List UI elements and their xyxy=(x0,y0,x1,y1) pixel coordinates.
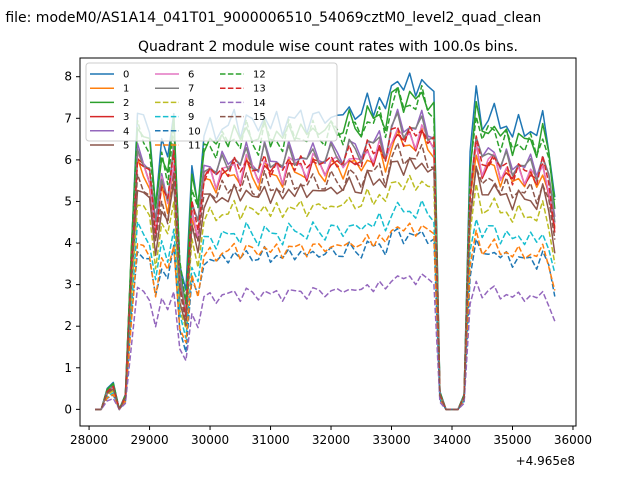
legend-label-7: 7 xyxy=(188,84,194,95)
series-line-10 xyxy=(95,227,556,411)
series-line-13 xyxy=(95,125,556,411)
x-tick-label: 34000 xyxy=(433,433,471,447)
y-tick-label: 2 xyxy=(64,319,72,333)
legend-label-15: 15 xyxy=(253,112,266,123)
x-tick-label: 33000 xyxy=(372,433,410,447)
series-line-8 xyxy=(95,174,556,411)
legend-label-8: 8 xyxy=(188,98,194,109)
x-axis-offset-text: +4.965e8 xyxy=(516,454,575,468)
legend-label-5: 5 xyxy=(123,141,129,152)
series-line-14 xyxy=(95,273,556,411)
axes-frame xyxy=(79,57,577,427)
x-tick-label: 29000 xyxy=(130,433,168,447)
legend-label-2: 2 xyxy=(123,98,129,109)
y-axis-ticks: 0 1 2 3 4 5 6 7 8 xyxy=(64,70,80,416)
x-tick-label: 30000 xyxy=(191,433,229,447)
legend-label-13: 13 xyxy=(253,84,266,95)
y-tick-label: 8 xyxy=(64,70,72,84)
legend-label-14: 14 xyxy=(253,98,266,109)
x-axis-ticks: 28000 29000 30000 31000 32000 33000 34000 35000… xyxy=(70,426,592,447)
x-tick-label: 35000 xyxy=(493,433,531,447)
plot-area: 28000 29000 30000 31000 32000 33000 34000 35000… xyxy=(64,57,592,468)
legend-label-0: 0 xyxy=(123,70,129,81)
x-tick-label: 36000 xyxy=(554,433,592,447)
y-tick-label: 7 xyxy=(64,111,72,125)
chart-title: Quadrant 2 module wise count rates with … xyxy=(138,39,518,55)
series-line-15 xyxy=(95,142,556,411)
figure-suptitle: n file: modeM0/AS1A14_041T01_9000006510_… xyxy=(0,10,541,26)
series-line-9 xyxy=(95,199,556,411)
x-tick-label: 32000 xyxy=(312,433,350,447)
legend-label-1: 1 xyxy=(123,84,129,95)
y-tick-label: 4 xyxy=(64,236,72,250)
legend-label-4: 4 xyxy=(123,126,129,137)
legend-label-9: 9 xyxy=(188,112,194,123)
legend-label-3: 3 xyxy=(123,112,129,123)
legend-label-10: 10 xyxy=(188,126,201,137)
y-tick-label: 6 xyxy=(64,153,72,167)
y-tick-label: 5 xyxy=(64,194,72,208)
y-tick-label: 1 xyxy=(64,361,72,375)
series-line-6 xyxy=(95,124,556,411)
legend-label-6: 6 xyxy=(188,70,194,81)
series-line-12 xyxy=(95,84,556,411)
x-tick-label: 31000 xyxy=(251,433,289,447)
y-tick-label: 0 xyxy=(64,402,72,416)
y-tick-label: 3 xyxy=(64,278,72,292)
legend-label-12: 12 xyxy=(253,70,266,81)
x-tick-label: 28000 xyxy=(70,433,108,447)
series-line-11 xyxy=(95,222,556,411)
legend-label-11: 11 xyxy=(188,141,201,152)
legend-box xyxy=(85,62,338,142)
